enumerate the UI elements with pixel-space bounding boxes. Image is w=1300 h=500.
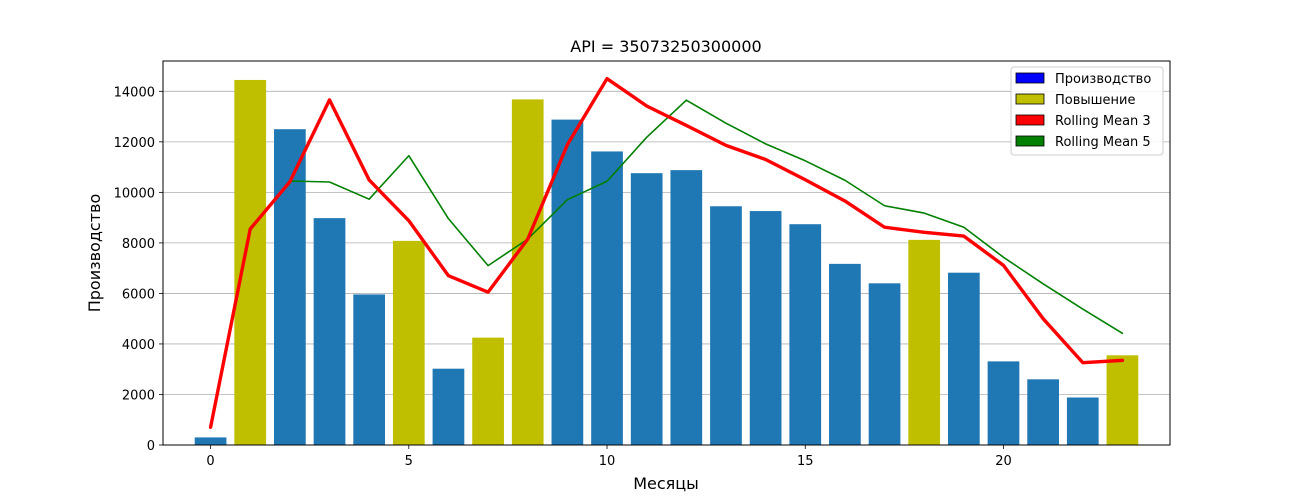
bar-production <box>947 272 980 445</box>
bar-production <box>591 151 623 445</box>
y-tick-label: 14000 <box>114 85 155 100</box>
bar-production <box>987 361 1020 445</box>
bar-increase <box>234 79 267 446</box>
legend-label: Повышение <box>1055 93 1136 108</box>
x-tick-label: 10 <box>599 454 616 469</box>
x-tick-label: 0 <box>206 454 214 469</box>
x-axis-title: Месяцы <box>633 474 699 493</box>
bar-production <box>670 170 703 445</box>
bar-production <box>829 263 861 445</box>
bar-production <box>1027 379 1059 445</box>
y-tick-label: 12000 <box>114 136 155 151</box>
chart-title: API = 35073250300000 <box>570 37 761 56</box>
bar-production <box>353 294 386 445</box>
plot-area <box>162 60 1171 446</box>
bar-production <box>313 218 346 445</box>
legend: Производство Повышение Rolling Mean 3 Rolli… <box>1010 66 1164 156</box>
legend-swatch <box>1015 72 1045 84</box>
bar-production <box>432 368 465 445</box>
axis-ticks: 0 5 10 15 20 0 2000 4000 6000 8000 10000 12000 14000 <box>114 85 1012 469</box>
y-tick-label: 10000 <box>114 186 155 201</box>
bar-production <box>749 211 782 445</box>
legend-label: Rolling Mean 5 <box>1055 135 1151 150</box>
bar-production <box>194 437 227 445</box>
legend-swatch <box>1015 114 1045 126</box>
legend-swatch <box>1015 93 1045 105</box>
bar-production <box>1066 397 1099 445</box>
y-tick-label: 2000 <box>122 388 155 403</box>
bar-production <box>630 173 663 445</box>
line-rolling-mean-5 <box>209 99 1124 429</box>
bar-increase <box>472 337 504 445</box>
x-tick-label: 20 <box>995 454 1012 469</box>
x-tick-label: 15 <box>797 454 814 469</box>
bar-increase <box>511 99 544 446</box>
line-rolling-mean-3 <box>208 76 1125 430</box>
bar-production <box>274 129 306 446</box>
y-tick-label: 6000 <box>122 287 155 302</box>
y-tick-label: 0 <box>147 439 155 454</box>
y-axis-title: Производство <box>85 194 104 313</box>
legend-swatch <box>1015 135 1045 147</box>
legend-box <box>1010 66 1164 156</box>
bar-production <box>710 206 742 445</box>
bar-production <box>789 224 822 445</box>
y-tick-label: 4000 <box>122 338 155 353</box>
x-tick-label: 5 <box>405 454 413 469</box>
bar-increase <box>908 239 941 445</box>
bar-increase <box>392 240 425 445</box>
bar-increase <box>1106 355 1139 445</box>
y-tick-label: 8000 <box>122 237 155 252</box>
legend-label: Производство <box>1055 72 1151 87</box>
rolling-mean-lines <box>208 76 1125 430</box>
bar-production <box>868 283 901 445</box>
legend-label: Rolling Mean 3 <box>1055 114 1151 129</box>
